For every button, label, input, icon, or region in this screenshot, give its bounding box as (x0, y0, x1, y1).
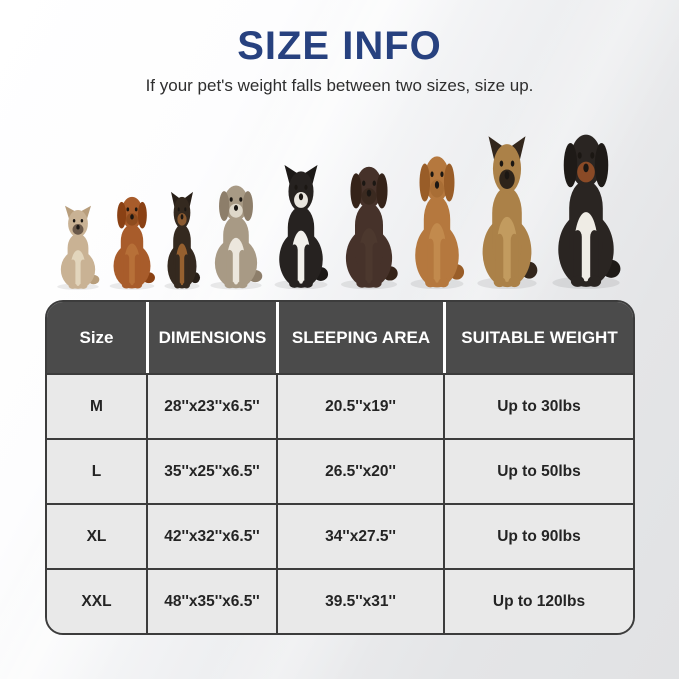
cell-sleeping-area: 26.5''x20'' (276, 438, 443, 503)
table-header-row: Size DIMENSIONS SLEEPING AREA SUITABLE W… (47, 302, 633, 373)
dog-english-bulldog-icon (204, 179, 268, 291)
cell-sleeping-area: 39.5''x31'' (276, 568, 443, 633)
cell-size: XL (47, 503, 146, 568)
column-header-dimensions: DIMENSIONS (146, 302, 276, 373)
cell-suitable-weight: Up to 90lbs (443, 503, 633, 568)
dog-border-collie-icon (268, 164, 334, 291)
column-header-sleeping-area: SLEEPING AREA (276, 302, 443, 373)
cell-size: L (47, 438, 146, 503)
dog-miniature-pinscher-icon (160, 191, 204, 291)
dog-lineup-image (0, 120, 679, 291)
cell-sleeping-area: 20.5''x19'' (276, 373, 443, 438)
table-row-m: M 28''x23''x6.5'' 20.5''x19'' Up to 30lb… (47, 373, 633, 438)
dog-german-shepherd-icon (470, 135, 544, 291)
size-chart-table: Size DIMENSIONS SLEEPING AREA SUITABLE W… (45, 300, 635, 635)
cell-dimensions: 48''x35''x6.5'' (146, 568, 276, 633)
dog-french-bulldog-icon (52, 205, 104, 291)
cell-size: M (47, 373, 146, 438)
page-title: SIZE INFO (237, 24, 442, 68)
dog-bernese-mountain-dog-icon (544, 125, 628, 291)
cell-dimensions: 42''x32''x6.5'' (146, 503, 276, 568)
cell-size: XXL (47, 568, 146, 633)
table-row-l: L 35''x25''x6.5'' 26.5''x20'' Up to 50lb… (47, 438, 633, 503)
column-header-size: Size (79, 327, 114, 347)
table-row-xl: XL 42''x32''x6.5'' 34''x27.5'' Up to 90l… (47, 503, 633, 568)
dog-cavalier-spaniel-icon (104, 191, 160, 291)
column-header-suitable-weight: SUITABLE WEIGHT (443, 302, 633, 373)
cell-suitable-weight: Up to 120lbs (443, 568, 633, 633)
cell-dimensions: 28''x23''x6.5'' (146, 373, 276, 438)
cell-sleeping-area: 34''x27.5'' (276, 503, 443, 568)
cell-suitable-weight: Up to 30lbs (443, 373, 633, 438)
table-row-xxl: XXL 48''x35''x6.5'' 39.5''x31'' Up to 12… (47, 568, 633, 633)
dog-chocolate-labrador-icon (334, 159, 404, 291)
cell-suitable-weight: Up to 50lbs (443, 438, 633, 503)
cell-dimensions: 35''x25''x6.5'' (146, 438, 276, 503)
page-subtitle: If your pet's weight falls between two s… (145, 76, 534, 95)
dog-vizsla-icon (404, 148, 470, 291)
